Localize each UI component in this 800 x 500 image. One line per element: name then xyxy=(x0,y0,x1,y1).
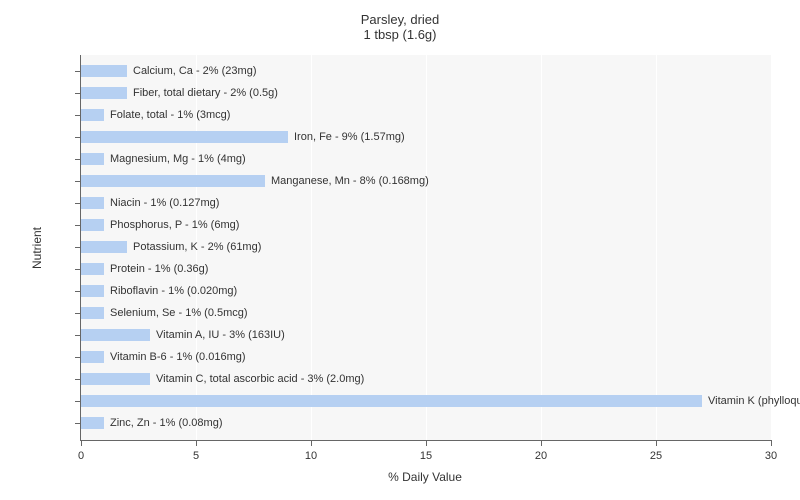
bar xyxy=(81,153,104,165)
x-tick-label: 25 xyxy=(650,450,662,462)
x-tick-label: 5 xyxy=(193,450,199,462)
bar xyxy=(81,307,104,319)
bar-label: Folate, total - 1% (3mcg) xyxy=(110,109,230,121)
x-tick xyxy=(541,440,542,446)
bar-label: Selenium, Se - 1% (0.5mcg) xyxy=(110,307,248,319)
bar xyxy=(81,373,150,385)
bar-label: Vitamin K (phylloquinone) - 27% (21.8mcg… xyxy=(708,395,800,407)
bar xyxy=(81,329,150,341)
bar-label: Magnesium, Mg - 1% (4mg) xyxy=(110,153,246,165)
x-tick xyxy=(656,440,657,446)
x-tick-label: 0 xyxy=(78,450,84,462)
bar xyxy=(81,351,104,363)
x-tick-label: 30 xyxy=(765,450,777,462)
x-axis-label: % Daily Value xyxy=(388,470,462,484)
x-tick xyxy=(771,440,772,446)
x-tick xyxy=(81,440,82,446)
bar-label: Vitamin B-6 - 1% (0.016mg) xyxy=(110,351,246,363)
bar-label: Potassium, K - 2% (61mg) xyxy=(133,241,261,253)
title-line-2: 1 tbsp (1.6g) xyxy=(0,27,800,42)
x-tick xyxy=(426,440,427,446)
bar xyxy=(81,197,104,209)
bar-label: Niacin - 1% (0.127mg) xyxy=(110,197,219,209)
bar-label: Protein - 1% (0.36g) xyxy=(110,263,208,275)
y-axis-label: Nutrient xyxy=(30,227,44,269)
bar xyxy=(81,65,127,77)
bar xyxy=(81,285,104,297)
bar xyxy=(81,263,104,275)
bar xyxy=(81,219,104,231)
bar xyxy=(81,109,104,121)
bar-label: Vitamin A, IU - 3% (163IU) xyxy=(156,329,285,341)
gridline xyxy=(541,55,542,440)
bar-label: Vitamin C, total ascorbic acid - 3% (2.0… xyxy=(156,373,364,385)
bar-label: Iron, Fe - 9% (1.57mg) xyxy=(294,131,405,143)
bar xyxy=(81,395,702,407)
title-line-1: Parsley, dried xyxy=(0,12,800,27)
x-tick-label: 10 xyxy=(305,450,317,462)
bar xyxy=(81,131,288,143)
bar-label: Fiber, total dietary - 2% (0.5g) xyxy=(133,87,278,99)
x-tick-label: 20 xyxy=(535,450,547,462)
gridline xyxy=(656,55,657,440)
x-tick xyxy=(311,440,312,446)
gridline xyxy=(771,55,772,440)
chart-title: Parsley, dried 1 tbsp (1.6g) xyxy=(0,0,800,42)
bar xyxy=(81,417,104,429)
bar xyxy=(81,175,265,187)
gridline xyxy=(426,55,427,440)
bar xyxy=(81,241,127,253)
bar-label: Manganese, Mn - 8% (0.168mg) xyxy=(271,175,429,187)
plot-area: 051015202530Calcium, Ca - 2% (23mg)Fiber… xyxy=(80,55,771,441)
bar-label: Zinc, Zn - 1% (0.08mg) xyxy=(110,417,222,429)
bar-label: Phosphorus, P - 1% (6mg) xyxy=(110,219,239,231)
x-tick-label: 15 xyxy=(420,450,432,462)
bar-label: Riboflavin - 1% (0.020mg) xyxy=(110,285,237,297)
bar xyxy=(81,87,127,99)
bar-label: Calcium, Ca - 2% (23mg) xyxy=(133,65,256,77)
chart-container: Parsley, dried 1 tbsp (1.6g) Nutrient 05… xyxy=(0,0,800,500)
x-tick xyxy=(196,440,197,446)
